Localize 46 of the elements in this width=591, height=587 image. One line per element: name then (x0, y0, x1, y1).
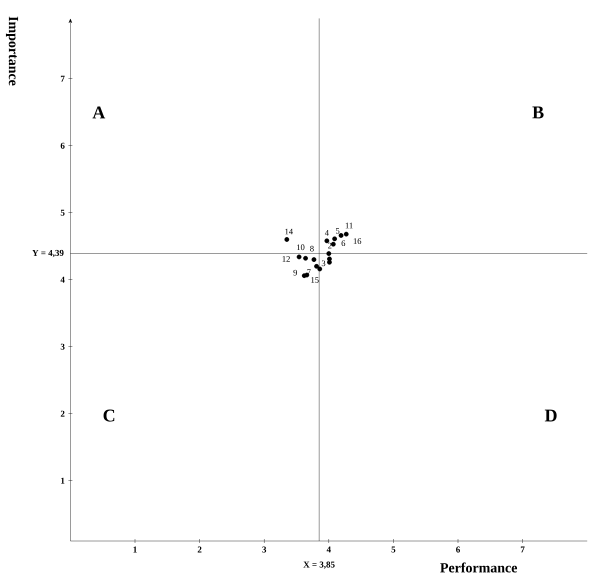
point (284, 237, 290, 242)
point (332, 236, 338, 242)
x-tick-label: 1 (133, 546, 137, 552)
annotation: 12 (282, 256, 290, 262)
annotation: 11 (346, 222, 353, 228)
point (314, 264, 319, 269)
y-tick-label: 6 (60, 142, 65, 149)
y-tick-label: 3 (60, 344, 65, 350)
point (326, 251, 332, 256)
x-tick-label: 2 (198, 546, 202, 552)
point (344, 232, 349, 237)
x-tick-label: 3 (262, 546, 266, 553)
x-tick-label: 4 (326, 546, 331, 552)
annotation: 9 (293, 270, 298, 276)
point (296, 254, 302, 260)
annotation: 10 (297, 244, 304, 250)
annotation: 14 (285, 228, 293, 234)
x-tick-label: 6 (456, 546, 460, 553)
y-tick-label: 7 (60, 76, 65, 82)
y-tick-label: 4 (60, 276, 65, 283)
annotation: A (92, 106, 106, 118)
point (317, 266, 322, 272)
point (312, 257, 316, 262)
x-tick-label: 7 (520, 546, 525, 552)
ref-line-label: X = 3,85 (303, 562, 335, 569)
annotation: B (532, 106, 544, 118)
annotation: 3 (322, 260, 326, 266)
annotation: 16 (354, 238, 362, 244)
annotation: C (104, 410, 114, 422)
annotation: 2 (328, 242, 332, 248)
x-axis-title: Performance (440, 562, 518, 572)
annotation: D (544, 410, 557, 422)
point (324, 238, 330, 244)
y-tick-label: 5 (60, 210, 65, 216)
annotation: 8 (310, 246, 314, 252)
x-tick-label: 5 (392, 546, 396, 552)
y-tick-label: 1 (61, 478, 64, 484)
annotation: 6 (342, 240, 346, 246)
point (338, 233, 344, 238)
y-axis-title: Importance (6, 16, 18, 86)
ref-line-label: Y = 4,39 (32, 250, 64, 258)
annotation: 15 (311, 277, 319, 283)
annotation: 5 (336, 228, 340, 234)
y-tick-label: 2 (60, 410, 64, 417)
annotation: 4 (324, 230, 329, 236)
point (303, 256, 308, 261)
